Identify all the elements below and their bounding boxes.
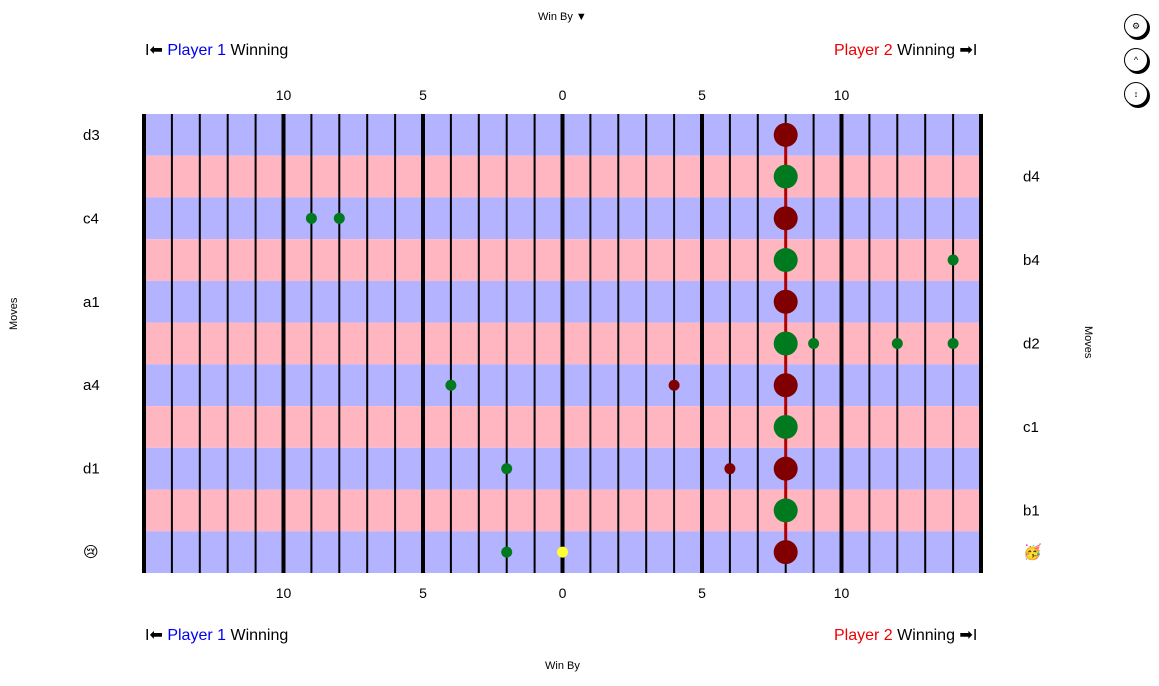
player2-winning-label-bottom: Player 2 Winning ➡I: [834, 625, 977, 645]
move-label-left[interactable]: 😢: [83, 544, 99, 561]
move-label-right[interactable]: 🥳: [1023, 542, 1042, 561]
settings-button[interactable]: ⚙: [1124, 14, 1148, 38]
move-dot-green[interactable]: [445, 379, 457, 391]
move-label-right[interactable]: c1: [1023, 419, 1039, 436]
player1-name: Player 1: [167, 42, 227, 59]
caret-up-icon: ^: [1133, 55, 1139, 65]
axis-tick-label: 0: [559, 87, 567, 103]
move-dot-red[interactable]: [773, 456, 798, 481]
move-dot-red[interactable]: [773, 122, 798, 147]
collapse-button[interactable]: ^: [1124, 48, 1148, 72]
move-dot-green[interactable]: [773, 164, 798, 189]
axis-tick-label: 5: [419, 585, 427, 601]
winning-text: Winning: [230, 627, 289, 644]
winning-text: Winning: [897, 42, 955, 59]
player1-winning-label-top: I⬅ Player 1 Winning: [145, 40, 288, 60]
move-dot-green[interactable]: [808, 338, 820, 349]
move-label-left[interactable]: a4: [83, 377, 100, 394]
player2-winning-label-top: Player 2 Winning ➡I: [834, 40, 977, 60]
move-dot-red[interactable]: [773, 289, 798, 314]
right-arrow-icon: ➡I: [959, 42, 978, 59]
move-dot-yellow[interactable]: [557, 546, 568, 558]
move-label-right[interactable]: b4: [1023, 252, 1040, 269]
move-dot-green[interactable]: [773, 331, 798, 356]
move-dot-green[interactable]: [501, 546, 513, 558]
move-label-left[interactable]: c4: [83, 210, 99, 227]
move-label-right[interactable]: d2: [1023, 336, 1040, 353]
axis-tick-label: 5: [419, 87, 427, 103]
axis-tick-label: 5: [698, 87, 706, 103]
winning-text: Winning: [230, 42, 289, 59]
move-dot-red[interactable]: [724, 463, 736, 475]
win-by-toggle-top[interactable]: Win By ▼: [538, 11, 587, 23]
right-arrow-icon: ➡I: [959, 627, 978, 644]
move-label-left[interactable]: a1: [83, 294, 100, 311]
axis-tick-label: 5: [698, 585, 706, 601]
move-dot-green[interactable]: [305, 212, 317, 224]
expand-button[interactable]: ↕: [1124, 82, 1148, 106]
move-label-left[interactable]: d1: [83, 461, 100, 478]
move-dot-green[interactable]: [773, 414, 798, 439]
winning-text: Winning: [897, 627, 955, 644]
move-dot-red[interactable]: [773, 206, 798, 231]
left-arrow-icon: I⬅: [145, 42, 163, 59]
axis-tick-label: 10: [276, 585, 292, 601]
move-dot-red[interactable]: [773, 373, 798, 398]
move-dot-green[interactable]: [891, 338, 903, 349]
axis-tick-label: 0: [559, 585, 567, 601]
move-dot-green[interactable]: [501, 463, 513, 475]
gear-icon: ⚙: [1131, 20, 1141, 31]
left-arrow-icon: I⬅: [145, 627, 163, 644]
player2-name: Player 2: [834, 627, 893, 644]
move-dot-green[interactable]: [947, 338, 959, 349]
updown-arrow-icon: ↕: [1133, 89, 1139, 99]
player1-winning-label-bottom: I⬅ Player 1 Winning: [145, 625, 288, 645]
player1-name: Player 1: [167, 627, 227, 644]
move-label-right[interactable]: d4: [1023, 169, 1040, 186]
move-dot-green[interactable]: [773, 248, 798, 273]
move-label-left[interactable]: d3: [83, 127, 100, 144]
move-dot-green[interactable]: [947, 254, 959, 266]
move-dot-green[interactable]: [773, 498, 798, 523]
move-dot-red[interactable]: [773, 540, 798, 565]
win-by-label-bottom: Win By: [545, 660, 580, 672]
axis-tick-label: 10: [834, 585, 850, 601]
move-label-right[interactable]: b1: [1023, 502, 1040, 519]
player2-name: Player 2: [834, 42, 893, 59]
move-dot-red[interactable]: [668, 379, 680, 391]
axis-tick-label: 10: [834, 87, 850, 103]
axis-tick-label: 10: [276, 87, 292, 103]
move-dot-green[interactable]: [333, 212, 345, 224]
